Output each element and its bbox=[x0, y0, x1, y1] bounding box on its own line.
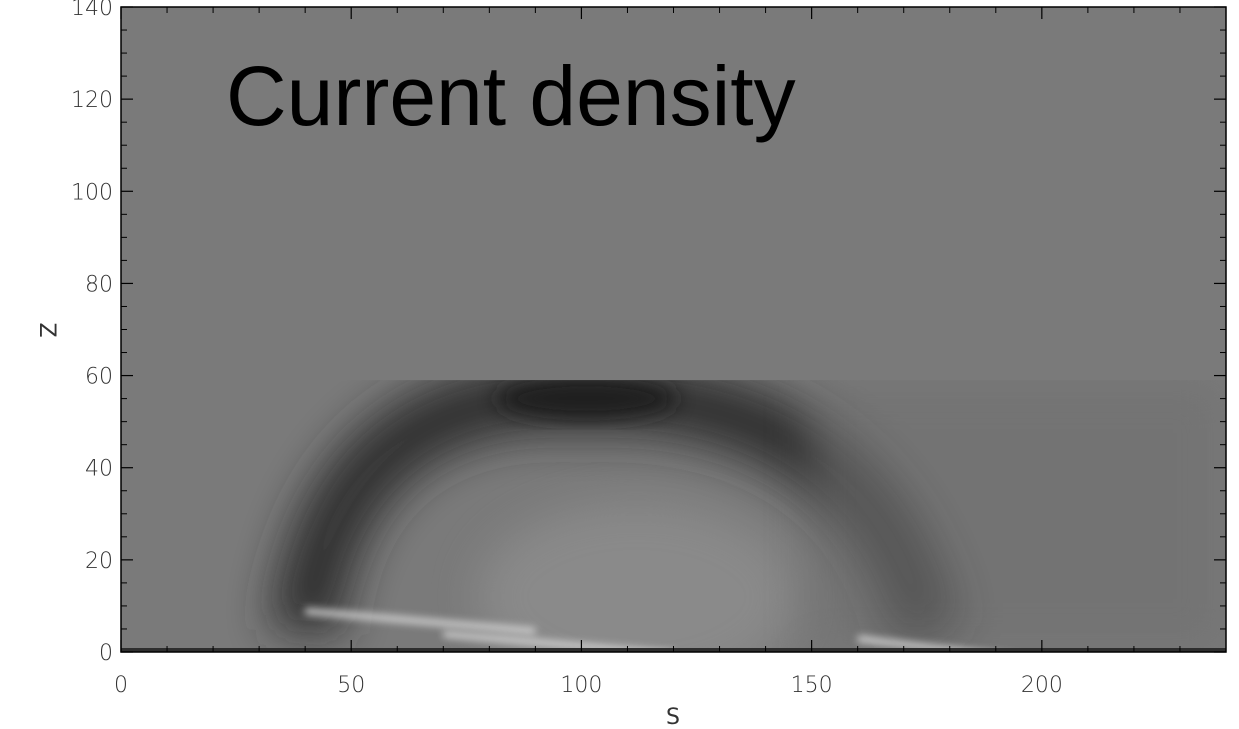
heatmap-field bbox=[121, 7, 1226, 652]
arch-interior bbox=[476, 501, 797, 652]
y-axis-title: Z bbox=[34, 322, 59, 337]
y-tick-label: 20 bbox=[85, 549, 113, 574]
arch-crest-core bbox=[496, 380, 677, 421]
y-tick-label: 80 bbox=[85, 272, 113, 297]
arch-region bbox=[270, 380, 1226, 652]
y-tick-label: 0 bbox=[99, 641, 113, 666]
bright-streak-0 bbox=[304, 607, 536, 635]
y-tick-label: 100 bbox=[71, 180, 113, 205]
chart-title: Current density bbox=[226, 49, 796, 143]
y-tick-label: 40 bbox=[85, 457, 113, 482]
x-tick-label: 50 bbox=[337, 673, 365, 698]
x-tick-label: 150 bbox=[791, 673, 833, 698]
x-tick-label: 100 bbox=[560, 673, 602, 698]
axis-ticks: 0 50 100 150 200 0 20 40 60 80 100 120 140 bbox=[71, 0, 1227, 698]
x-tick-label: 200 bbox=[1021, 673, 1063, 698]
y-tick-label: 60 bbox=[85, 365, 113, 390]
x-axis-title: S bbox=[666, 705, 680, 729]
y-tick-label: 140 bbox=[71, 0, 113, 21]
right-shade bbox=[811, 380, 1226, 652]
x-tick-label: 0 bbox=[114, 673, 128, 698]
y-tick-label: 120 bbox=[71, 88, 113, 113]
